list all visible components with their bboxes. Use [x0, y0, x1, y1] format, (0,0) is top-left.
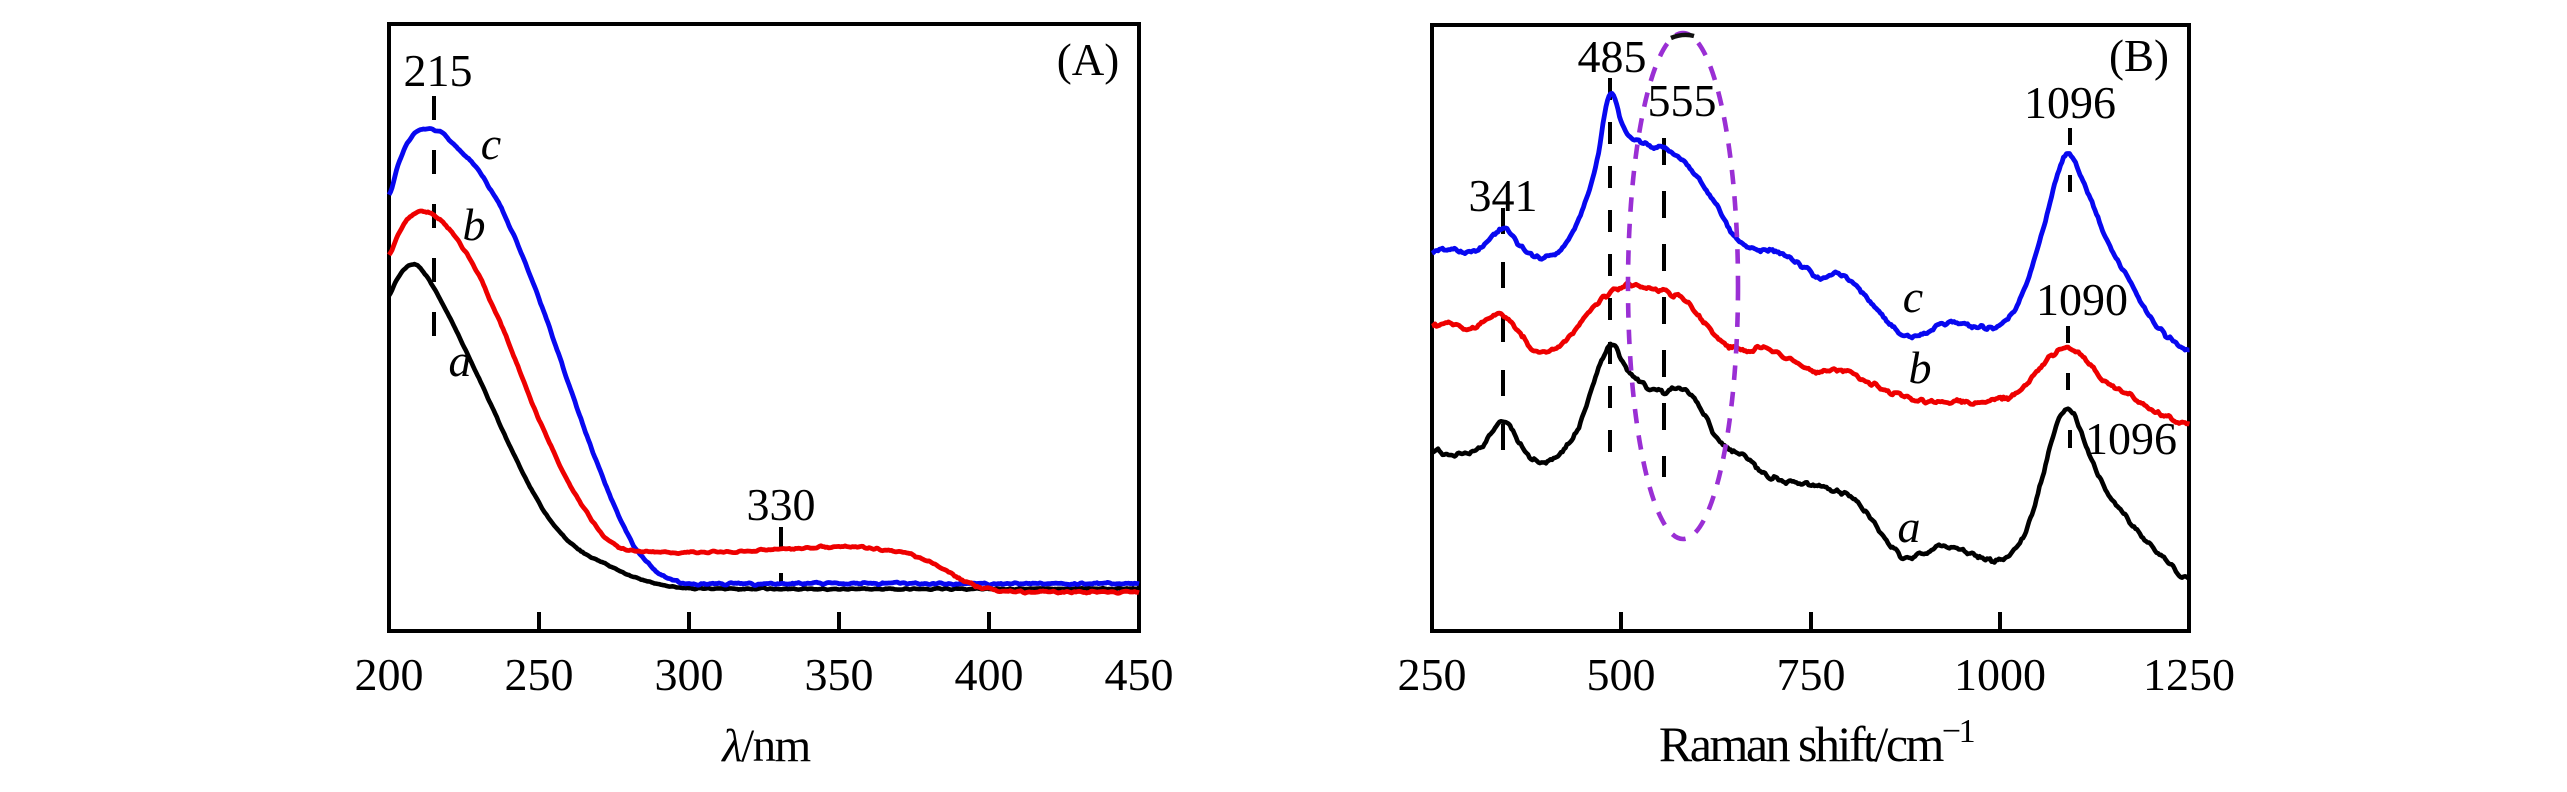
svg-text:a: a: [1898, 501, 1921, 552]
svg-text:750: 750: [1777, 649, 1846, 700]
svg-text:(A): (A): [1057, 35, 1119, 85]
svg-text:350: 350: [805, 649, 874, 700]
svg-text:λ/nm: λ/nm: [720, 720, 810, 772]
svg-text:400: 400: [955, 649, 1024, 700]
svg-text:485: 485: [1578, 31, 1647, 82]
svg-text:1000: 1000: [1954, 649, 2046, 700]
svg-text:300: 300: [655, 649, 724, 700]
svg-text:200: 200: [355, 649, 424, 700]
svg-text:1090: 1090: [2036, 274, 2128, 325]
svg-text:341: 341: [1469, 170, 1538, 221]
svg-text:250: 250: [505, 649, 574, 700]
svg-text:330: 330: [747, 479, 816, 530]
svg-text:1096: 1096: [2085, 413, 2177, 464]
svg-text:Raman shift/cm−1: Raman shift/cm−1: [1659, 713, 1974, 772]
svg-text:1250: 1250: [2143, 649, 2235, 700]
svg-text:500: 500: [1587, 649, 1656, 700]
svg-text:b: b: [1909, 342, 1932, 393]
svg-text:1096: 1096: [2024, 77, 2116, 128]
svg-text:215: 215: [404, 45, 473, 96]
svg-text:c: c: [1903, 271, 1923, 322]
svg-text:b: b: [463, 199, 486, 250]
svg-text:c: c: [481, 118, 501, 169]
svg-text:250: 250: [1398, 649, 1467, 700]
svg-text:555: 555: [1648, 75, 1717, 126]
svg-text:(B): (B): [2109, 31, 2169, 81]
svg-text:450: 450: [1105, 649, 1174, 700]
